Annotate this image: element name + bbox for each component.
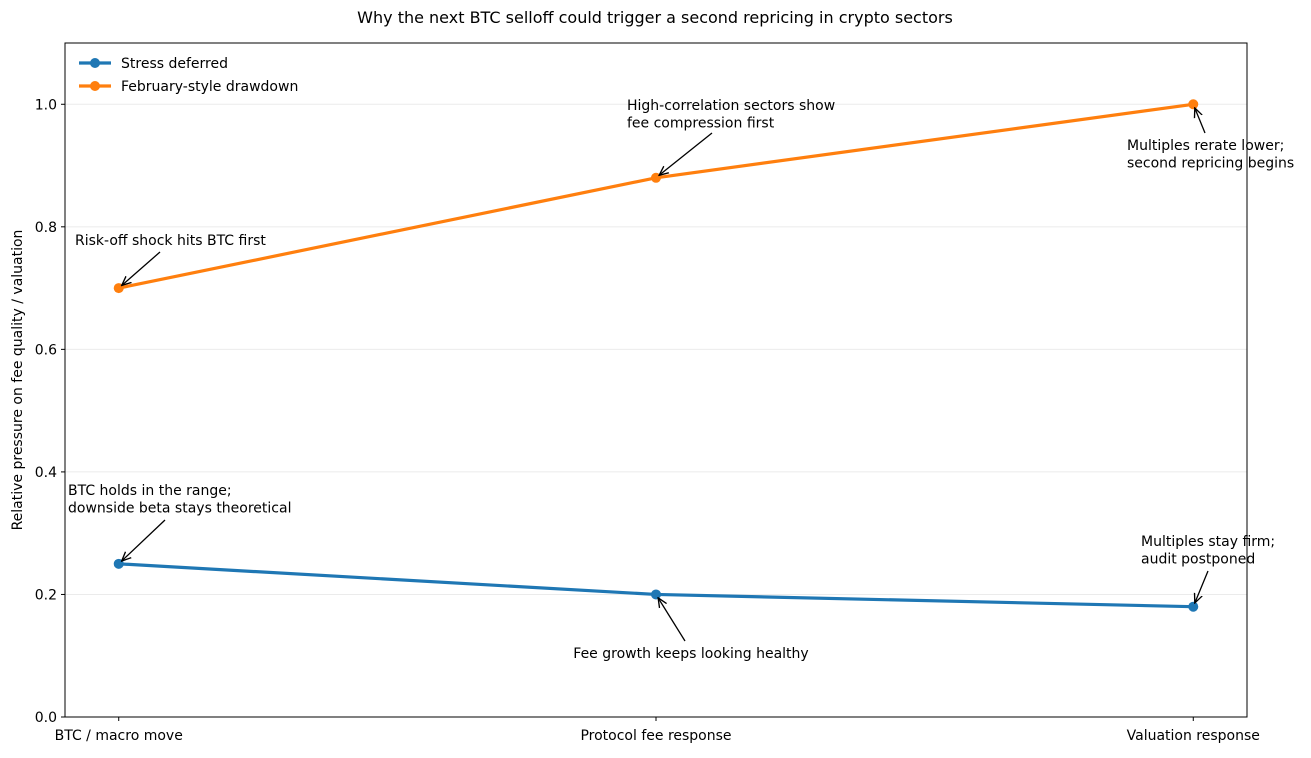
annotation-arrow [658, 598, 686, 642]
annotation-text: Risk-off shock hits BTC first [75, 233, 266, 249]
plot-frame [64, 42, 1248, 718]
legend-marker [90, 81, 100, 91]
y-axis-label: Relative pressure on fee quality / valua… [10, 230, 26, 531]
x-tick-label: Protocol fee response [580, 728, 731, 744]
axes: 0.0 0.2 0.4 0.6 0.8 1.0 BTC / macro move Protoc… [35, 97, 1260, 744]
y-tick-label: 0.4 [35, 465, 57, 481]
y-tick-label: 0.8 [35, 220, 57, 236]
x-tick-label: BTC / macro move [55, 728, 183, 744]
annotation-arrow [659, 132, 713, 175]
series-layer [113, 99, 1199, 612]
y-tick-label: 0.6 [35, 342, 57, 358]
annotation-text: BTC holds in the range; downside beta sta… [68, 483, 291, 517]
annotation-arrow [122, 519, 166, 561]
legend-label: February-style drawdown [121, 79, 298, 95]
data-point [651, 589, 661, 600]
series-line [118, 562, 1194, 609]
annotation-arrow [1195, 570, 1209, 603]
x-tick-label: Valuation response [1127, 728, 1260, 744]
series-line [118, 102, 1194, 290]
annotation-text: Multiples stay firm; audit postponed [1141, 534, 1275, 568]
annotation-text: Multiples rerate lower; second repricing … [1127, 138, 1294, 172]
y-tick-label: 0.0 [35, 710, 57, 726]
y-tick-label: 1.0 [35, 97, 57, 113]
annotations: Risk-off shock hits BTC first High-correl… [68, 98, 1294, 662]
y-tick-label: 0.2 [35, 587, 57, 603]
data-point [1188, 99, 1199, 110]
legend-marker [90, 58, 100, 68]
legend-label: Stress deferred [121, 56, 228, 72]
annotation-arrow [1195, 108, 1206, 134]
data-point [1188, 601, 1199, 612]
legend: Stress deferred February-style drawdown [79, 56, 298, 95]
annotation-text: High-correlation sectors show fee compres… [627, 98, 835, 132]
chart-title: Why the next BTC selloff could trigger a… [357, 8, 953, 27]
annotation-arrow [122, 251, 161, 285]
annotation-text: Fee growth keeps looking healthy [573, 646, 808, 662]
grid [65, 103, 1247, 718]
